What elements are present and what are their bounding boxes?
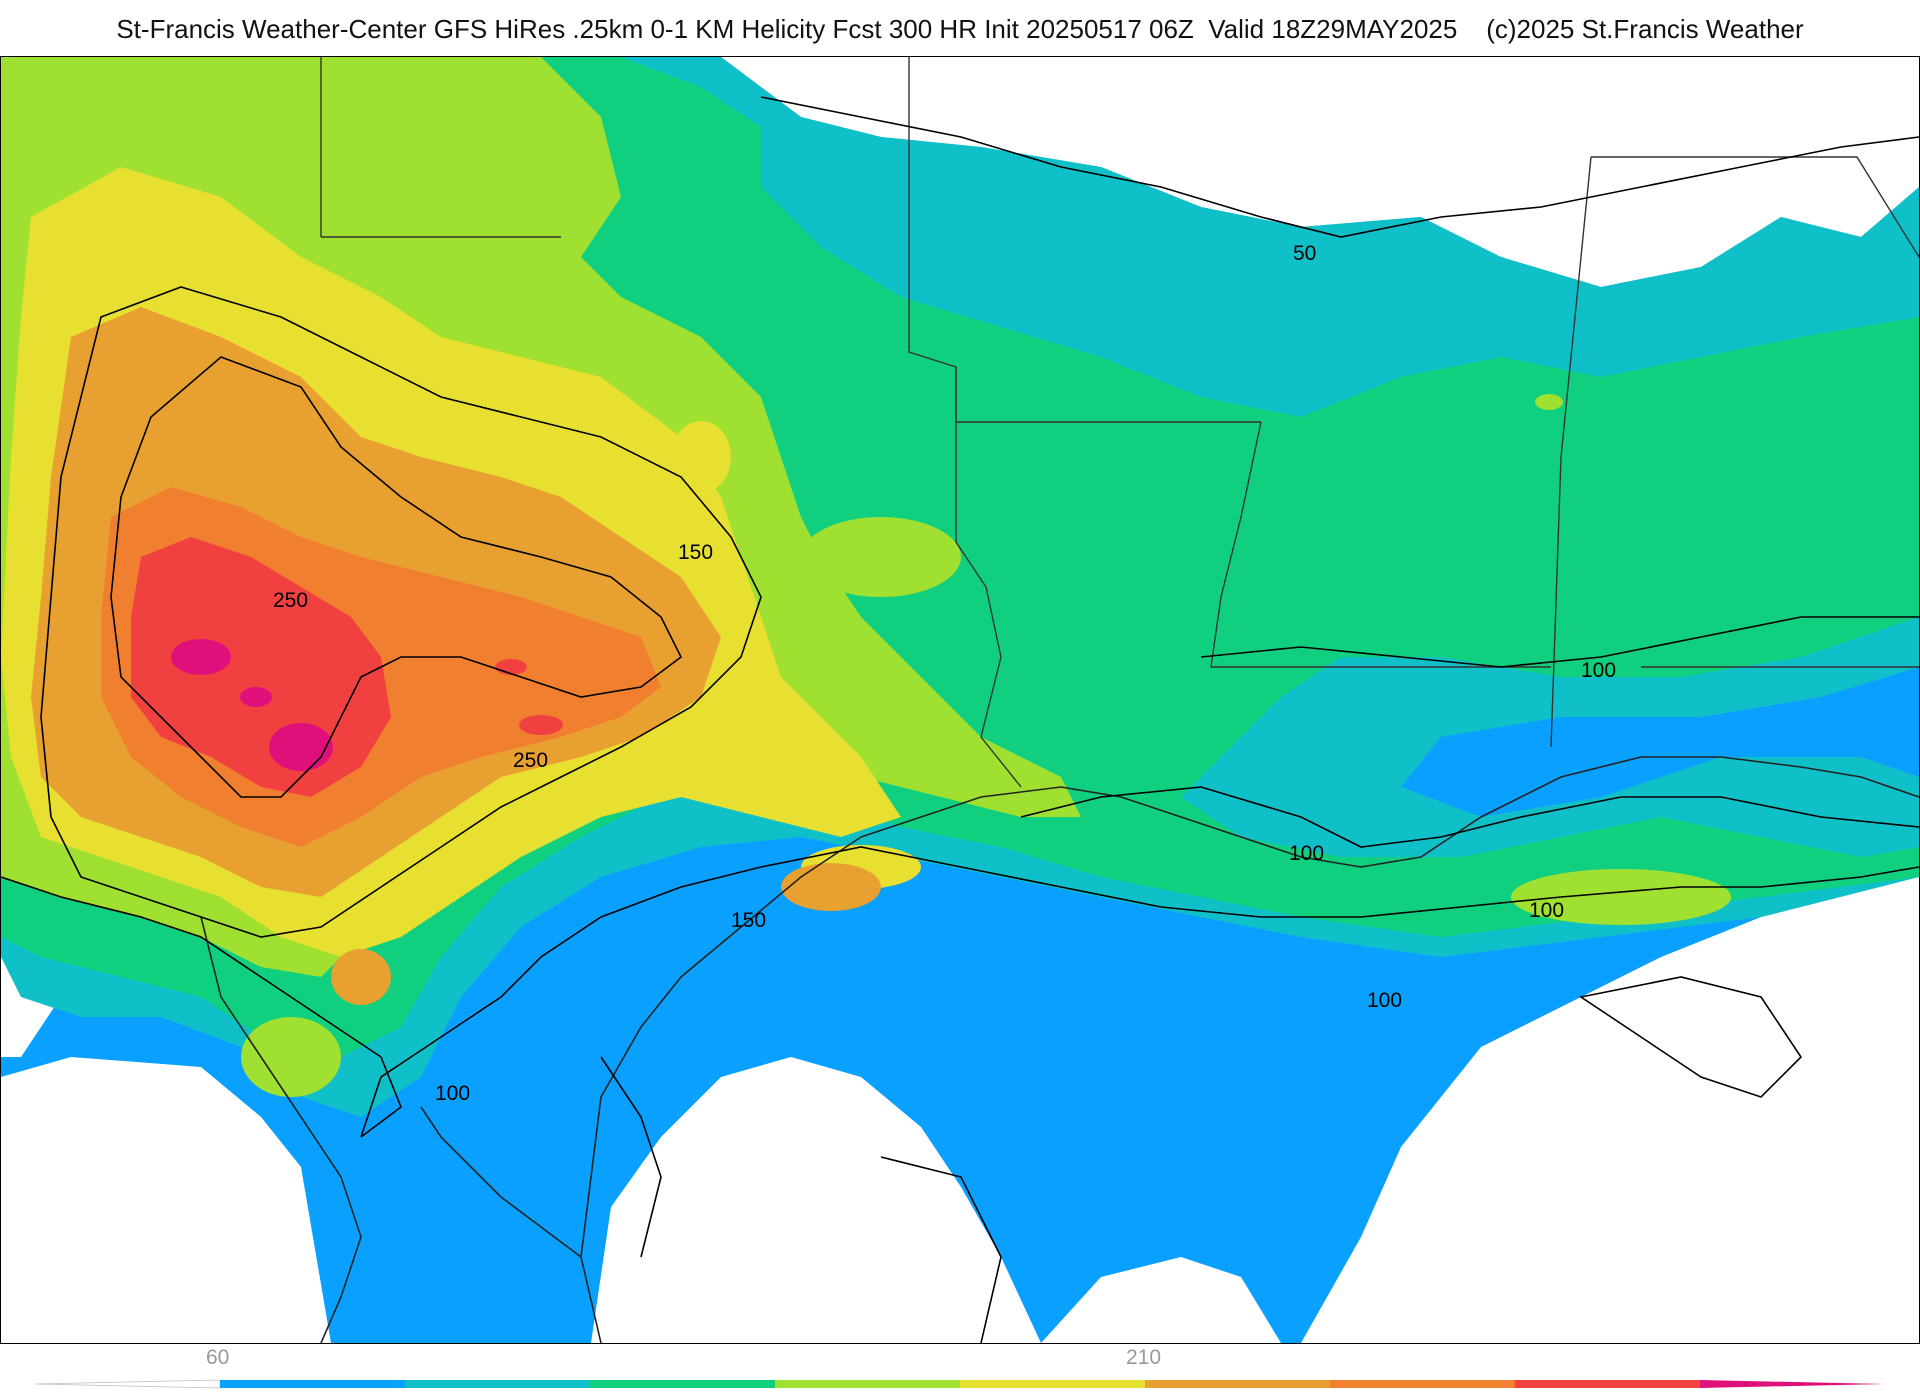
legend-swatch-4 [590,1380,776,1388]
legend-swatch-7 [1145,1380,1331,1388]
legend-swatch-10 [1700,1380,1885,1388]
white-region-gulf-south [591,1057,1041,1343]
white-region-south-center [1041,1257,1281,1343]
contour-label-150-north: 150 [678,541,713,564]
lime-patch-east-texas [801,517,961,597]
color-legend [34,1379,1885,1389]
contour-label-group: 50 150 250 250 150 100 100 100 100 100 [273,242,1616,1105]
orange-patch-south [331,949,391,1005]
contour-label-50: 50 [1293,242,1316,265]
contour-label-250-west: 250 [273,589,308,612]
red-patch-east [519,715,563,735]
legend-tick-210: 210 [1126,1346,1162,1369]
contour-label-100-gulf: 100 [1529,899,1564,922]
contour-label-100-central: 100 [1367,989,1402,1012]
legend-tick-60: 60 [206,1346,230,1369]
legend-swatch-5 [775,1380,961,1388]
magenta-max-2 [240,687,272,707]
contour-label-100-south: 100 [435,1082,470,1105]
legend-swatch-8 [1330,1380,1516,1388]
orange-patch-coast [781,863,881,911]
legend-swatch-6 [960,1380,1146,1388]
color-legend-segments [34,1379,1885,1389]
legend-swatch-1 [34,1379,221,1389]
helicity-contours [1,96,1919,1343]
white-region-north [721,57,1919,287]
contour-label-100-east: 100 [1581,659,1616,682]
red-band [131,537,391,797]
contour-label-250-east: 250 [513,749,548,772]
white-region-gulf-southeast [1301,877,1919,1343]
lime-patch-mexico [241,1017,341,1097]
map-canvas: 50 150 250 250 150 100 100 100 100 100 [1,57,1919,1343]
legend-swatch-2 [220,1380,406,1388]
lime-patch-gulf [1511,869,1731,925]
magenta-max-3 [269,723,333,771]
legend-swatch-9 [1515,1380,1701,1388]
coastline [200,756,1919,1343]
helicity-map: 50 150 250 250 150 100 100 100 100 100 [0,56,1920,1344]
magenta-max-1 [171,639,231,675]
red-patch-east-2 [495,659,527,675]
legend-swatch-3 [405,1380,591,1388]
contour-label-100-la: 100 [1289,842,1324,865]
map-title: St-Francis Weather-Center GFS HiRes .25k… [116,14,1804,44]
white-region-southwest [1,1057,331,1343]
contour-label-150-south: 150 [731,909,766,932]
lime-patch-alabama [1535,394,1563,410]
yellow-patch-north [671,421,731,493]
